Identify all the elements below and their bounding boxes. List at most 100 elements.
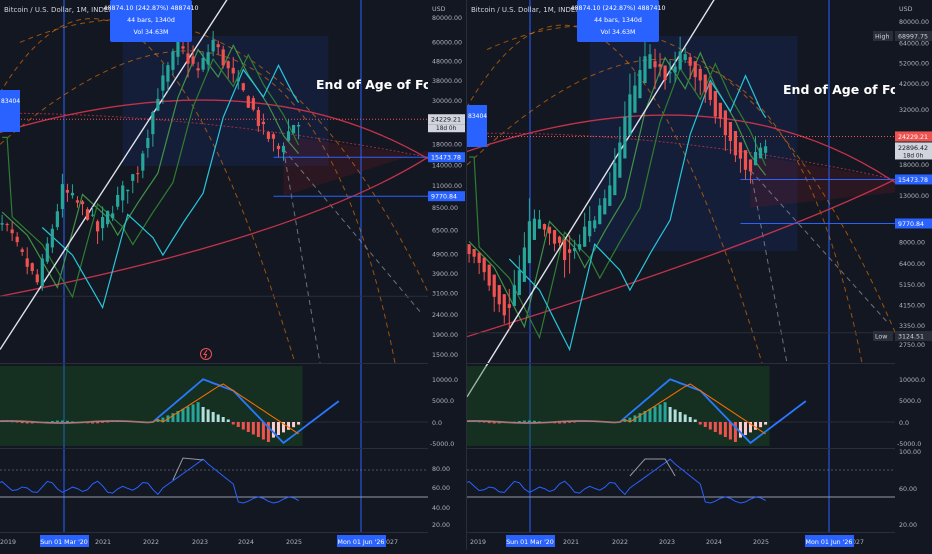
level1-badge: [428, 152, 465, 163]
high-label-box: [873, 31, 893, 41]
candle-body: [25, 258, 29, 267]
time-axis[interactable]: 2019 2021 2022 2023 2024 2025 2027 Sun 01 Mar '…: [0, 535, 398, 547]
rsi-tick: 20.00: [432, 522, 450, 529]
candle-body: [573, 248, 577, 252]
level2-badge-text: 9770.84: [431, 194, 457, 201]
candle-body: [658, 64, 662, 67]
macd-tick: 10000.0: [899, 377, 925, 384]
price-tick: 18000.00: [432, 141, 462, 148]
ma-long: [508, 74, 767, 352]
price-tick: 52000.00: [899, 60, 929, 67]
macd-bar: [55, 420, 59, 422]
candle-body: [55, 211, 59, 228]
macd-bar: [251, 422, 255, 435]
high-label: High: [875, 34, 889, 41]
candle-body: [522, 247, 526, 282]
macd-bar: [563, 422, 567, 424]
current-price-badge-text: 24229.21: [431, 117, 461, 124]
level1-badge: [895, 174, 932, 185]
macd-bar: [25, 422, 29, 424]
macd-bar: [482, 422, 486, 423]
measure-line-3: Vol 34.63M: [134, 29, 169, 36]
macd-bar: [754, 422, 758, 430]
time-badge-1-text: Sun 01 Mar '20: [40, 539, 88, 546]
candle-body: [678, 51, 682, 70]
candle-body: [568, 249, 572, 253]
macd-bar: [211, 412, 215, 422]
candle-body: [673, 66, 677, 73]
candle-body: [583, 226, 587, 247]
second-price-text: 22896.42: [898, 145, 928, 152]
white-trendline: [0, 0, 228, 350]
level1-badge-text: 15473.78: [898, 177, 928, 184]
level2-badge: [428, 191, 465, 202]
candle-body: [653, 61, 657, 68]
candle-body: [291, 124, 296, 134]
macd-bar: [231, 422, 235, 425]
candle-body: [688, 57, 692, 66]
macd-bar: [517, 421, 521, 422]
candle-body: [281, 145, 286, 153]
candle-body: [10, 229, 14, 234]
candle-body: [75, 200, 80, 203]
time-tick: 2025: [753, 539, 769, 546]
left-measure-text: 83404: [1, 98, 20, 105]
candle-body: [121, 185, 125, 201]
price-tick: 32000.00: [899, 107, 929, 114]
candle-body: [517, 270, 521, 296]
candle-body: [85, 209, 90, 220]
macd-bar: [297, 422, 301, 425]
candle-body: [758, 147, 763, 159]
macd-bar: [271, 422, 275, 438]
price-tick: 1500.00: [432, 352, 458, 359]
macd-bar: [106, 422, 110, 423]
lightning-icon[interactable]: [200, 348, 212, 360]
price-tick: 4900.00: [432, 252, 458, 259]
candle-body: [708, 82, 712, 100]
candle-body: [181, 46, 185, 49]
macd-bar: [703, 422, 707, 427]
price-axis[interactable]: USD 80000.00 64000.00 52000.00 42000.00 32000…: [895, 0, 932, 550]
candle-body: [221, 49, 225, 66]
macd-bar: [693, 419, 697, 422]
current-price-red-text: 24229.21: [898, 134, 928, 141]
price-tick: 8500.00: [432, 205, 458, 212]
macd-bar: [276, 422, 280, 435]
dashed-projection: [750, 170, 788, 364]
time-tick: 2025: [286, 539, 302, 546]
candle-body: [231, 67, 235, 74]
candle-body: [482, 257, 486, 273]
level1-badge-text: 15473.78: [431, 155, 461, 162]
signal-line: [0, 383, 299, 435]
price-tick: 42000.00: [899, 81, 929, 88]
price-axis[interactable]: USD 80000.00 60000.00 48000.00 38000.00 30000…: [428, 0, 465, 550]
time-tick: 2022: [612, 539, 628, 546]
time-tick: 2019: [470, 539, 486, 546]
time-axis[interactable]: 2019 2021 2022 2023 2024 2025 2027 Sun 01 Mar '…: [470, 535, 864, 547]
price-tick: 60000.00: [432, 39, 462, 46]
time-badge-2-text: Mon 01 Jun '26: [338, 539, 385, 546]
candle-body: [20, 249, 24, 252]
candle-body: [116, 194, 120, 207]
rsi-peak-outline: [172, 457, 204, 481]
candle-body: [753, 151, 758, 166]
macd-bar: [256, 422, 260, 437]
macd-bar: [713, 422, 717, 432]
left-measure-box: [467, 105, 487, 147]
price-tick: 64000.00: [899, 40, 929, 47]
time-tick: 2023: [192, 539, 208, 546]
candle-body: [256, 110, 260, 126]
level2-badge-text: 9770.84: [898, 221, 924, 228]
candle-body: [552, 230, 557, 244]
macd-bar: [206, 409, 210, 422]
macd-bar: [643, 411, 647, 422]
macd-bar: [708, 422, 712, 430]
macd-bar: [673, 409, 677, 422]
left-measure-text: 83404: [468, 113, 487, 120]
price-tick: 3350.00: [899, 323, 925, 330]
candles: [467, 36, 768, 331]
candle-body: [623, 116, 627, 159]
macd-bar: [723, 422, 727, 437]
red-dotted-arc: [0, 112, 428, 158]
